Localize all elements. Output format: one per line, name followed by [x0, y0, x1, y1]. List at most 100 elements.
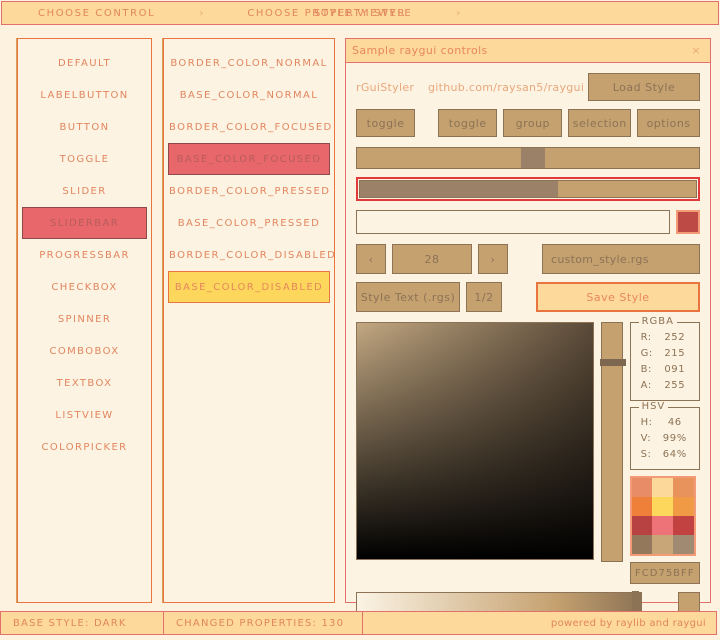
color-picker-hue-bar[interactable]: [600, 322, 626, 562]
property-item-base_color_pressed[interactable]: BASE_COLOR_PRESSED: [177, 218, 321, 229]
toggle-group-item-selection[interactable]: selection: [568, 109, 632, 137]
palette-swatch-2[interactable]: [672, 478, 694, 497]
window-titlebar[interactable]: Sample raygui controls ×: [346, 39, 710, 63]
toggle-group-item-options[interactable]: options: [637, 109, 700, 137]
filename-input[interactable]: custom_style.rgs: [542, 244, 700, 274]
palette-swatch-7[interactable]: [652, 516, 673, 535]
palette-swatch-6[interactable]: [631, 516, 653, 535]
control-item-labelbutton[interactable]: LABELBUTTON: [40, 90, 129, 101]
status-powered-by: powered by raylib and raygui: [362, 611, 717, 635]
breadcrumb-step-choose-property-style[interactable]: CHOOSE PROPERTY STYLE: [247, 7, 413, 19]
palette-swatch-11[interactable]: [672, 535, 694, 554]
window-title: Sample raygui controls: [352, 44, 488, 57]
control-item-textbox[interactable]: TEXTBOX: [56, 378, 113, 389]
control-item-progressbar[interactable]: PROGRESSBAR: [39, 250, 130, 261]
format-combobox[interactable]: Style Text (.rgs): [356, 282, 460, 312]
hsv-row: S: 64%: [637, 447, 693, 463]
label-repo-link[interactable]: github.com/raysan5/raygui: [428, 80, 585, 94]
header-row: rGuiStyler github.com/raysan5/raygui Loa…: [356, 73, 700, 101]
rgba-value[interactable]: 252: [664, 332, 686, 343]
hex-value-input[interactable]: FCD75BFF: [629, 562, 700, 584]
sliderbar-focus-outline: [356, 177, 700, 201]
rgba-key: A:: [640, 380, 652, 391]
palette-swatch-10[interactable]: [652, 535, 673, 554]
slider-handle[interactable]: [521, 148, 546, 168]
color-picker-saturation-value-area[interactable]: [356, 322, 594, 560]
control-item-listview[interactable]: LISTVIEW: [55, 410, 114, 421]
palette-swatch-4[interactable]: [652, 497, 673, 516]
hsv-groupbox-title: HSV: [638, 401, 669, 412]
properties-list-panel: BORDER_COLOR_NORMAL BASE_COLOR_NORMAL BORD…: [163, 38, 335, 603]
textbox-row: [356, 210, 700, 234]
color-values-column: RGBA R: 252 G: 215 B: 091 A: 255 HSV H: 46 V: 99% S…: [629, 316, 700, 584]
hsv-row: H: 46: [637, 415, 693, 431]
toggle-group-item-group[interactable]: group: [503, 109, 563, 137]
control-item-sliderbar[interactable]: SLIDERBAR: [22, 207, 147, 239]
palette-swatch-1[interactable]: [652, 478, 673, 497]
control-item-toggle[interactable]: TOGGLE: [59, 154, 110, 165]
control-item-slider[interactable]: SLIDER: [62, 186, 107, 197]
color-picker: RGBA R: 252 G: 215 B: 091 A: 255 HSV H: 46 V: 99% S…: [356, 316, 700, 584]
rgba-key: B:: [640, 364, 652, 375]
toggle-button[interactable]: toggle: [356, 109, 416, 137]
spinner-row: ‹ 28 › custom_style.rgs: [356, 244, 700, 274]
close-icon[interactable]: ×: [688, 42, 704, 59]
breadcrumb-step-style-viewer[interactable]: STYLE VIEWER: [313, 7, 407, 19]
property-item-border_color_normal[interactable]: BORDER_COLOR_NORMAL: [170, 58, 328, 69]
hsv-value[interactable]: 99%: [662, 433, 687, 444]
chevron-right-icon-1: ›: [199, 7, 204, 19]
chevron-right-icon-2: ›: [456, 7, 461, 19]
load-style-button[interactable]: Load Style: [588, 73, 700, 101]
palette-swatch-0[interactable]: [631, 478, 653, 497]
control-item-combobox[interactable]: COMBOBOX: [49, 346, 120, 357]
breadcrumb-step-choose-control[interactable]: CHOOSE CONTROL: [38, 7, 156, 19]
spinner-increment-button[interactable]: ›: [478, 244, 508, 274]
control-item-colorpicker[interactable]: COLORPICKER: [41, 442, 128, 453]
properties-list: BORDER_COLOR_NORMAL BASE_COLOR_NORMAL BORD…: [164, 39, 337, 303]
rgba-value[interactable]: 255: [664, 380, 686, 391]
text-input[interactable]: [356, 210, 670, 234]
rgba-value[interactable]: 091: [664, 364, 686, 375]
property-item-border_color_disabled[interactable]: BORDER_COLOR_DISABLED: [169, 250, 337, 261]
sliderbar[interactable]: [359, 180, 697, 198]
spinner-value[interactable]: 28: [392, 244, 472, 274]
hsv-value[interactable]: 64%: [662, 449, 687, 460]
property-item-border_color_pressed[interactable]: BORDER_COLOR_PRESSED: [169, 186, 331, 197]
hsv-row: V: 99%: [637, 431, 693, 447]
palette-swatch-3[interactable]: [631, 497, 653, 516]
rgba-groupbox-title: RGBA: [638, 316, 677, 327]
property-item-base_color_focused[interactable]: BASE_COLOR_FOCUSED: [168, 143, 330, 175]
save-style-button[interactable]: Save Style: [536, 282, 700, 312]
spinner-decrement-button[interactable]: ‹: [356, 244, 386, 274]
toggle-group-item-toggle[interactable]: toggle: [438, 109, 498, 137]
rgba-row: A: 255: [637, 378, 693, 394]
rgba-value[interactable]: 215: [664, 348, 686, 359]
alpha-row: [356, 591, 700, 617]
hue-bar-handle[interactable]: [600, 359, 626, 366]
controls-list-panel: DEFAULT LABELBUTTON BUTTON TOGGLE SLIDER SLID…: [17, 38, 152, 603]
hsv-groupbox: HSV H: 46 V: 99% S: 64%: [629, 401, 700, 470]
color-swatch-preview[interactable]: [676, 210, 700, 234]
rgba-key: R:: [640, 332, 652, 343]
sliderbar-fill: [360, 181, 559, 197]
control-item-default[interactable]: DEFAULT: [57, 58, 112, 69]
slider[interactable]: [356, 147, 700, 169]
combobox-page-count[interactable]: 1/2: [466, 282, 502, 312]
palette-swatch-5[interactable]: [672, 497, 694, 516]
color-palette[interactable]: [629, 476, 696, 556]
control-item-spinner[interactable]: SPINNER: [57, 314, 112, 325]
property-item-base_color_normal[interactable]: BASE_COLOR_NORMAL: [179, 90, 319, 101]
window-body: rGuiStyler github.com/raysan5/raygui Loa…: [346, 63, 710, 624]
property-item-base_color_disabled[interactable]: BASE_COLOR_DISABLED: [168, 271, 330, 303]
rgba-groupbox: RGBA R: 252 G: 215 B: 091 A: 255: [629, 316, 700, 401]
property-item-border_color_focused[interactable]: BORDER_COLOR_FOCUSED: [169, 122, 333, 133]
hsv-key: H:: [640, 417, 653, 428]
palette-swatch-8[interactable]: [672, 516, 694, 535]
control-item-button[interactable]: BUTTON: [59, 122, 110, 133]
alpha-bar-handle[interactable]: [632, 591, 639, 617]
control-item-checkbox[interactable]: CHECKBOX: [51, 282, 118, 293]
hsv-value[interactable]: 46: [667, 417, 682, 428]
label-rguistyler: rGuiStyler: [356, 80, 415, 94]
save-row: Style Text (.rgs) 1/2 Save Style: [356, 282, 700, 312]
palette-swatch-9[interactable]: [631, 535, 653, 554]
